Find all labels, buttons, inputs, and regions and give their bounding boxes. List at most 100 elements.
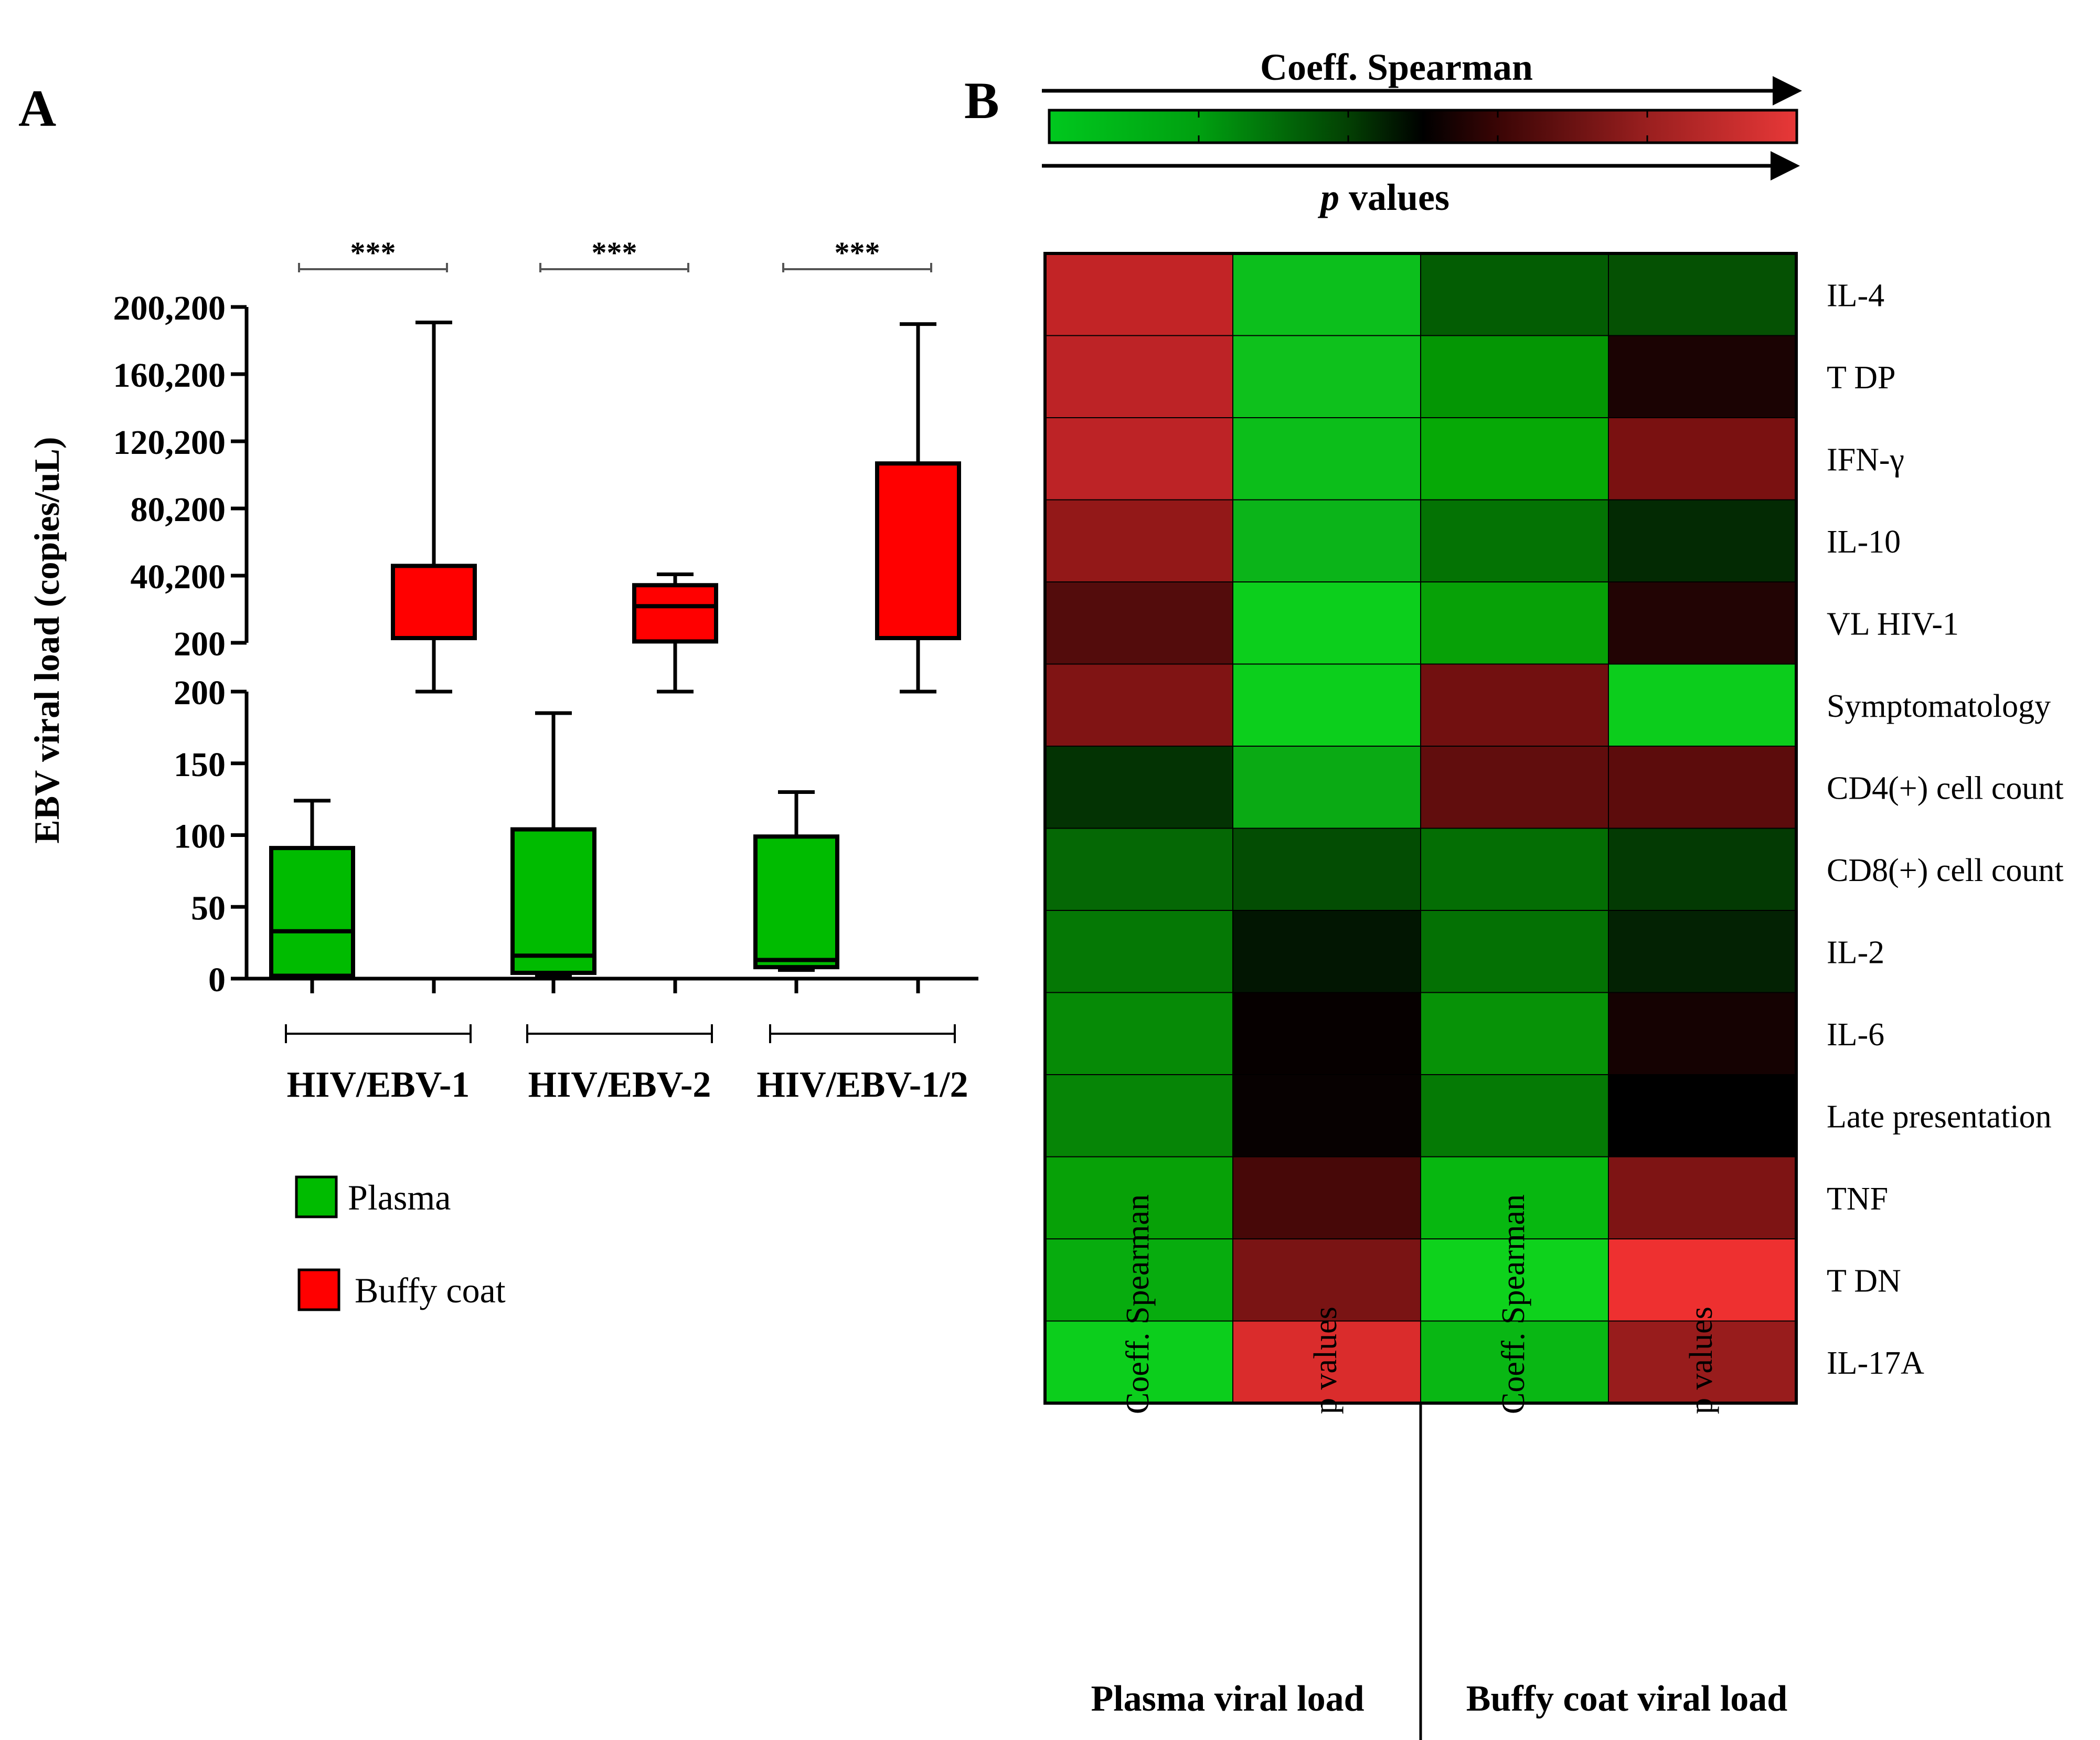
heatmap-cell: [1232, 335, 1421, 418]
heatmap-cell: [1420, 335, 1609, 418]
heatmap-row-label: Symptomatology: [1827, 688, 2051, 724]
legend-buffy-coat-swatch: [297, 1268, 340, 1311]
upper-y-tick-label: 200,200: [113, 289, 226, 327]
heatmap-row-label: IL-17A: [1827, 1345, 1924, 1381]
heatmap-row-label: IL-6: [1827, 1017, 1884, 1053]
buffy-coat-box: [632, 583, 718, 644]
upper-y-tick-label: 200: [174, 625, 226, 663]
heatmap-row-label: VL HIV-1: [1827, 606, 1959, 642]
colorbar-bottom-label-italic: p: [1317, 176, 1339, 218]
heatmap-cell: [1420, 581, 1609, 665]
heatmap-cell: [1232, 1238, 1421, 1322]
lower-y-tick-label: 100: [174, 818, 226, 856]
heatmap-cell: [1608, 417, 1797, 501]
heatmap-cell: [1608, 499, 1797, 582]
heatmap-cell: [1044, 499, 1233, 582]
heatmap-cell: [1044, 1156, 1233, 1239]
heatmap-row-label: T DP: [1827, 360, 1896, 396]
colorbar-gradient: [1048, 109, 1798, 144]
heatmap-cell: [1232, 910, 1421, 993]
heatmap-cell: [1232, 827, 1421, 911]
heatmap-cell: [1608, 581, 1797, 665]
heatmap-cell: [1420, 746, 1609, 829]
heatmap-cell: [1232, 253, 1421, 336]
heatmap: IL-4 T DP IFN-γ IL-10 VL HIV-1 Symptomatology…: [1043, 252, 2064, 1740]
heatmap-row-label: IL-4: [1827, 278, 1884, 313]
lower-y-tick-label: 150: [174, 746, 226, 784]
group-label: HIV/EBV-2: [528, 1065, 711, 1105]
lower-y-tick-label: 50: [191, 889, 226, 927]
heatmap-row-label: IL-10: [1827, 524, 1901, 560]
upper-y-tick-label: 40,200: [131, 558, 226, 596]
plasma-box: [753, 834, 839, 970]
heatmap-cell: [1044, 253, 1233, 336]
panel-b-letter: B: [964, 71, 999, 130]
legend-plasma-label: Plasma: [348, 1177, 451, 1217]
heatmap-cell: [1044, 1320, 1233, 1404]
heatmap-cell: [1232, 499, 1421, 582]
heatmap-column-label: Coeff. Spearman: [1120, 1194, 1156, 1414]
heatmap-cell: [1232, 581, 1421, 665]
plasma-box: [269, 846, 355, 978]
heatmap-column-label: p values: [1308, 1307, 1344, 1414]
heatmap-cell: [1608, 253, 1797, 336]
heatmap-cell: [1608, 827, 1797, 911]
group-label: HIV/EBV-1: [287, 1065, 470, 1105]
heatmap-cell: [1232, 417, 1421, 501]
heatmap-cell: [1420, 827, 1609, 911]
heatmap-cell: [1608, 1320, 1797, 1404]
heatmap-cell: [1420, 1074, 1609, 1158]
heatmap-cell: [1044, 746, 1233, 829]
legend-buffy-coat-label: Buffy coat: [355, 1270, 506, 1310]
heatmap-cell: [1044, 827, 1233, 911]
legend-plasma-swatch: [295, 1175, 338, 1218]
heatmap-row-label: Late presentation: [1827, 1099, 2052, 1134]
significance-stars: ***: [592, 236, 637, 270]
heatmap-cell: [1232, 663, 1421, 747]
heatmap-cell: [1608, 335, 1797, 418]
heatmap-row-label: CD8(+) cell count: [1827, 853, 2064, 888]
heatmap-row-label: IL-2: [1827, 935, 1884, 970]
panel-a-y-axis-title: EBV viral load (copies/uL): [27, 437, 67, 843]
heatmap-cell: [1232, 1156, 1421, 1239]
heatmap-row-label: CD4(+) cell count: [1827, 770, 2064, 806]
lower-y-tick-label: 200: [174, 674, 226, 712]
heatmap-cell: [1420, 910, 1609, 993]
heatmap-cell: [1608, 746, 1797, 829]
panel-a-plot-area: 200 40,200 80,200 120,200 160,200 200,200 0 50 1…: [113, 236, 978, 1105]
upper-y-tick-label: 80,200: [131, 491, 226, 529]
buffy-coat-box: [391, 564, 477, 641]
heatmap-cell: [1232, 1074, 1421, 1158]
plasma-box: [510, 827, 596, 975]
heatmap-cell: [1232, 992, 1421, 1075]
heatmap-row-label: IFN-γ: [1827, 442, 1904, 478]
heatmap-cell: [1420, 1156, 1609, 1239]
heatmap-cell: [1044, 1074, 1233, 1158]
heatmap-cell: [1044, 992, 1233, 1075]
heatmap-cell: [1420, 1238, 1609, 1322]
colorbar-bottom-label-rest: values: [1339, 176, 1449, 218]
buffy-coat-box: [875, 461, 961, 641]
heatmap-cell: [1420, 663, 1609, 747]
heatmap-column-label: Coeff. Spearman: [1496, 1194, 1531, 1414]
heatmap-cell: [1044, 335, 1233, 418]
upper-y-tick-label: 160,200: [113, 356, 226, 395]
heatmap-cell: [1608, 1074, 1797, 1158]
column-group-label: Buffy coat viral load: [1466, 1679, 1788, 1719]
colorbar-ticks: [1198, 111, 1648, 142]
panel-a-letter: A: [18, 79, 56, 137]
heatmap-cell: [1044, 910, 1233, 993]
heatmap-cell: [1044, 663, 1233, 747]
column-group-label: Plasma viral load: [1091, 1679, 1364, 1719]
heatmap-cell: [1420, 253, 1609, 336]
heatmap-cell: [1608, 992, 1797, 1075]
heatmap-cell: [1044, 1238, 1233, 1322]
heatmap-row-label: T DN: [1827, 1263, 1901, 1299]
heatmap-cell: [1608, 910, 1797, 993]
group-label: HIV/EBV-1/2: [756, 1065, 968, 1105]
heatmap-cell: [1044, 417, 1233, 501]
panel-a-legend: Plasma Buffy coat: [295, 1175, 506, 1311]
heatmap-cell: [1608, 1156, 1797, 1239]
heatmap-cell: [1608, 663, 1797, 747]
